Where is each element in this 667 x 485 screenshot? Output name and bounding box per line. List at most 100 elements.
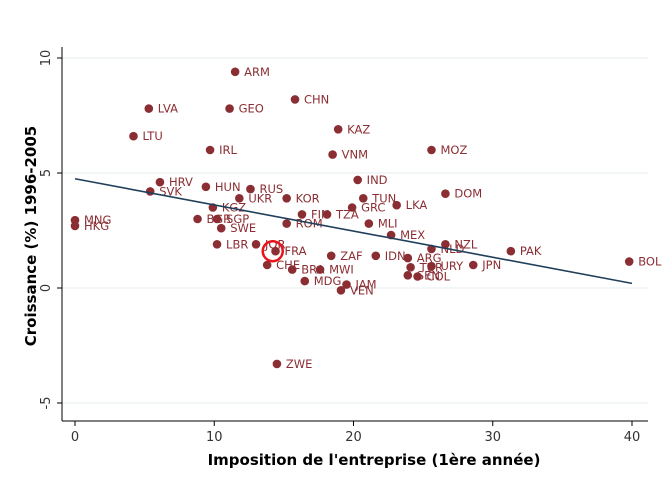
data-label-tur: TUR	[419, 260, 443, 274]
data-point-nzl	[441, 240, 450, 249]
data-point-irl	[205, 145, 215, 155]
data-point-ind	[353, 175, 362, 185]
data-label-ukr: UKR	[248, 191, 272, 205]
data-point-tun	[358, 194, 368, 203]
data-point-hkg	[70, 221, 80, 231]
data-point-grc	[347, 203, 357, 212]
highlight-circle	[261, 239, 284, 263]
x-tick-label: 0	[71, 430, 79, 445]
x-tick-label: 20	[345, 430, 362, 445]
data-label-zaf: ZAF	[340, 249, 362, 263]
fit-line	[74, 177, 633, 285]
data-point-hrv	[155, 177, 165, 187]
data-point-zwe	[272, 359, 282, 369]
data-points: ARM CHN LVA GEO KAZ LTU IRL MOZ VNM IND HRV HUN RUS D…	[70, 65, 662, 371]
data-point-lbr	[212, 240, 222, 249]
data-point-moz	[427, 145, 436, 155]
data-point-lka	[392, 200, 401, 210]
data-point-svk	[145, 187, 155, 196]
data-point-tza	[322, 210, 332, 219]
data-label-ven: VEN	[350, 283, 374, 297]
data-label-ury: URY	[440, 259, 464, 273]
data-point-zaf	[326, 251, 336, 261]
data-point-chn	[290, 95, 300, 104]
data-label-swe: SWE	[230, 221, 256, 235]
data-label-ind: IND	[367, 173, 388, 187]
x-axis-title: Imposition de l'entreprise (1ère année)	[208, 451, 541, 469]
data-point-ltu	[129, 131, 138, 141]
data-label-dom: DOM	[454, 187, 482, 201]
data-label-tza: TZA	[335, 207, 359, 221]
x-tick-label: 10	[206, 430, 223, 445]
data-point-fra	[271, 246, 280, 256]
y-tick-label: 10	[39, 50, 54, 67]
data-label-hrv: HRV	[169, 175, 193, 189]
data-label-mng: MNG	[84, 213, 111, 227]
y-tick-label: 5	[39, 169, 54, 177]
plot-area	[62, 47, 648, 421]
data-label-arm: ARM	[244, 65, 270, 79]
data-label-kor: KOR	[296, 191, 320, 205]
data-point-idn	[371, 251, 381, 261]
data-label-lva: LVA	[158, 102, 178, 116]
data-label-idn: IDN	[385, 249, 406, 263]
axis-ticks: 0 10 20 30 40 -5 0 5 10	[39, 50, 640, 445]
data-point-che	[262, 260, 272, 270]
data-label-vnm: VNM	[342, 148, 368, 162]
data-label-lka: LKA	[406, 198, 428, 212]
data-label-jpn: JPN	[481, 258, 501, 272]
data-point-geo	[225, 104, 234, 113]
data-point-fin	[297, 210, 307, 219]
data-label-arg: ARG	[417, 251, 442, 265]
data-label-rom: ROM	[296, 217, 323, 231]
data-point-kor	[282, 194, 291, 203]
data-label-irl: IRL	[219, 143, 237, 157]
data-point-jam	[342, 280, 351, 289]
y-tick-label: -5	[39, 397, 54, 410]
data-point-sgp	[212, 214, 222, 224]
data-point-bgr	[193, 214, 202, 224]
grid	[62, 57, 648, 404]
data-point-kaz	[333, 125, 343, 134]
data-label-grc: GRC	[361, 201, 385, 215]
data-point-dom	[441, 189, 450, 198]
data-point-arg	[403, 253, 413, 263]
data-label-col: COL	[427, 270, 451, 284]
data-point-rom	[282, 219, 291, 228]
data-label-chn: CHN	[304, 92, 329, 106]
data-label-pak: PAK	[520, 244, 542, 258]
data-point-arm	[230, 67, 240, 77]
data-point-bol	[624, 257, 634, 266]
data-point-mwi	[315, 265, 325, 274]
y-axis-title: Croissance (%) 1996-2005	[22, 126, 40, 346]
x-tick-label: 30	[484, 430, 501, 445]
data-point-bra	[287, 265, 297, 274]
data-label-ltu: LTU	[142, 129, 162, 143]
data-label-kaz: KAZ	[347, 122, 370, 136]
data-point-mli	[364, 219, 374, 228]
data-label-tun: TUN	[371, 191, 396, 205]
data-label-mwi: MWI	[329, 263, 354, 277]
data-point-ury	[427, 261, 436, 271]
data-point-ukr	[235, 194, 244, 203]
data-label-kgz: KGZ	[222, 201, 246, 215]
data-label-hkg: HKG	[84, 219, 109, 233]
data-label-mex: MEX	[400, 228, 425, 242]
data-point-mdg	[300, 276, 310, 286]
data-label-zwe: ZWE	[286, 357, 313, 371]
data-point-pak	[506, 246, 516, 256]
data-point-sen	[403, 271, 413, 280]
data-label-jam: JAM	[355, 278, 377, 292]
data-label-moz: MOZ	[440, 143, 467, 157]
data-point-tur	[406, 263, 415, 272]
y-tick-label: 0	[39, 284, 54, 292]
data-point-lva	[144, 104, 154, 113]
data-label-geo: GEO	[239, 102, 264, 116]
data-point-col	[413, 272, 422, 281]
data-point-hun	[201, 182, 211, 192]
data-label-bol: BOL	[638, 255, 662, 269]
data-point-jor	[251, 240, 261, 249]
data-label-fra: FRA	[285, 244, 307, 258]
data-point-jpn	[468, 260, 478, 270]
